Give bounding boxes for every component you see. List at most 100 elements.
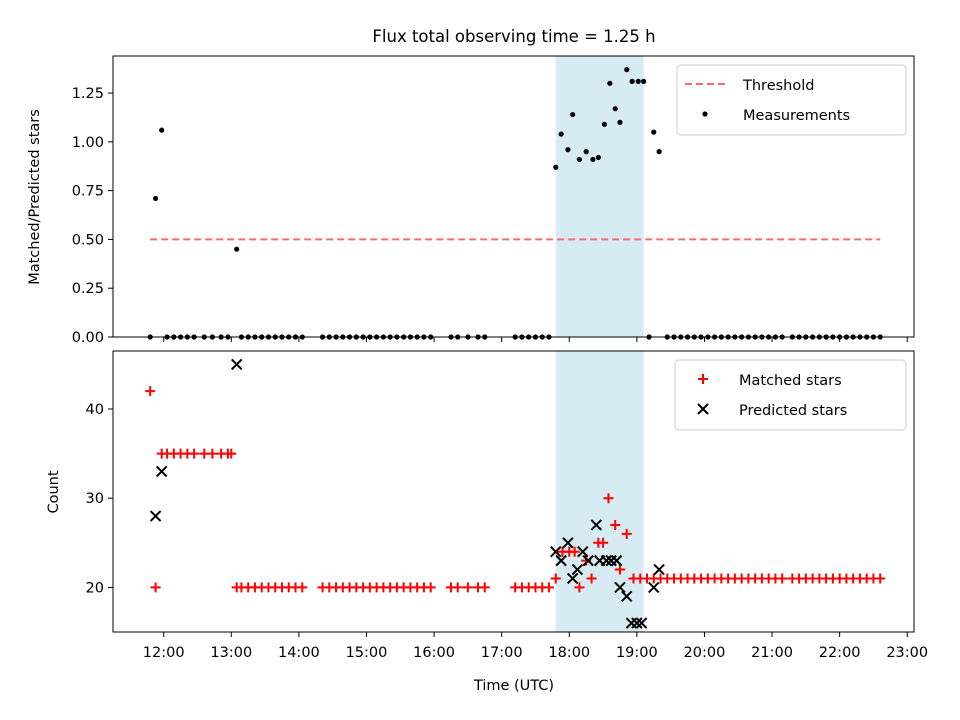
predicted-point	[562, 537, 574, 549]
data-point	[583, 149, 589, 155]
top-axes-frame	[112, 55, 915, 338]
data-point	[595, 154, 601, 161]
predicted-point	[614, 581, 626, 594]
matched-point	[462, 582, 473, 593]
top-y-tick-label: 0.50	[72, 232, 104, 248]
matched-point	[452, 582, 463, 593]
top-y-tick-label: 0.25	[72, 281, 104, 297]
predicted-point	[653, 563, 665, 576]
data-point	[601, 121, 608, 127]
matched-point	[621, 528, 632, 539]
top-legend: Threshold Measurements	[676, 64, 907, 136]
data-point	[553, 164, 559, 170]
bottom-y-tick-label: 20	[86, 580, 104, 596]
x-tick-label: 13:00	[210, 645, 252, 661]
matched-point	[297, 582, 308, 593]
x-tick-label: 12:00	[143, 645, 185, 661]
predicted-point	[555, 554, 567, 567]
predicted-point	[566, 572, 579, 585]
data-point	[590, 156, 596, 163]
matched-point	[150, 582, 161, 593]
legend-marker	[702, 111, 708, 117]
legend-label: Measurements	[743, 108, 850, 124]
top-panel: 0.00 0.25 0.50 0.75 1.00 1.25 Threshold Measure…	[72, 55, 915, 346]
legend-label: Predicted stars	[739, 403, 847, 419]
predicted-point	[635, 617, 648, 629]
predicted-point	[610, 554, 623, 567]
data-point	[629, 78, 635, 84]
bottom-legend: Matched stars Predicted stars	[674, 359, 907, 431]
x-tick-label: 16:00	[413, 645, 455, 661]
data-point	[159, 127, 165, 133]
matched-point	[610, 519, 621, 530]
x-tick-label: 15:00	[346, 645, 388, 661]
bottom-axes-frame	[112, 350, 915, 633]
data-point	[612, 106, 618, 112]
matched-point	[425, 582, 436, 593]
predicted-point	[590, 519, 603, 531]
matched-point	[550, 573, 561, 584]
data-point	[570, 111, 576, 118]
matched-point	[543, 582, 554, 593]
top-y-tick-label: 1.25	[72, 86, 104, 102]
x-tick-label: 18:00	[548, 645, 590, 661]
data-point	[152, 195, 159, 202]
matched-point	[479, 582, 490, 593]
matched-point	[574, 582, 585, 593]
bottom-y-tick-label: 30	[86, 491, 104, 507]
data-point	[635, 78, 641, 84]
matched-point	[189, 448, 200, 459]
matched-point	[598, 537, 609, 548]
legend-label: Threshold	[742, 78, 814, 94]
matched-point	[777, 573, 788, 584]
matched-point	[614, 564, 625, 575]
data-point	[651, 129, 657, 135]
top-y-tick-label: 1.00	[72, 135, 104, 151]
matched-point	[586, 573, 597, 584]
x-tick-label: 19:00	[616, 645, 658, 661]
bottom-series-1	[149, 358, 665, 629]
top-y-axis-label: Matched/Predicted stars	[27, 109, 43, 285]
legend-marker	[697, 403, 709, 415]
data-point	[576, 156, 583, 163]
top-observing-window	[555, 56, 644, 337]
legend-frame	[674, 359, 907, 431]
legend-frame	[676, 64, 907, 136]
predicted-point	[577, 546, 589, 558]
data-point	[617, 119, 623, 125]
bottom-panel: 20 30 40 12:00 13:00 14:00 15:00 16:00 17:00 18:0…	[86, 350, 928, 661]
top-y-tick-label: 0.75	[72, 184, 104, 200]
matched-point	[226, 448, 237, 459]
bottom-series-0	[145, 386, 886, 593]
matched-point	[569, 546, 580, 557]
predicted-point	[550, 546, 562, 558]
x-tick-label: 23:00	[886, 645, 928, 661]
top-y-tick-label: 0.00	[72, 330, 104, 346]
matched-point	[603, 493, 614, 504]
bottom-y-tick-label: 40	[86, 402, 104, 418]
predicted-point	[149, 510, 162, 522]
data-point	[641, 78, 647, 84]
data-point	[656, 149, 662, 155]
predicted-point	[155, 465, 168, 478]
data-point	[558, 131, 564, 137]
bottom-observing-window	[555, 351, 644, 632]
predicted-point	[230, 358, 243, 371]
x-axis-label: Time (UTC)	[473, 678, 554, 694]
x-tick-label: 20:00	[684, 645, 726, 661]
matched-point	[145, 386, 156, 397]
x-tick-label: 14:00	[278, 645, 320, 661]
x-tick-label: 21:00	[751, 645, 793, 661]
legend-label: Matched stars	[739, 373, 842, 389]
predicted-point	[621, 590, 633, 603]
matched-point	[207, 448, 218, 459]
predicted-point	[571, 563, 584, 576]
bottom-y-axis-label: Count	[46, 470, 62, 513]
data-point	[234, 246, 240, 252]
chart-title: Flux total observing time = 1.25 h	[372, 27, 655, 46]
legend-marker	[698, 374, 708, 384]
predicted-point	[600, 554, 613, 567]
data-point	[624, 67, 630, 73]
predicted-point	[582, 554, 594, 567]
x-tick-label: 22:00	[819, 645, 861, 661]
